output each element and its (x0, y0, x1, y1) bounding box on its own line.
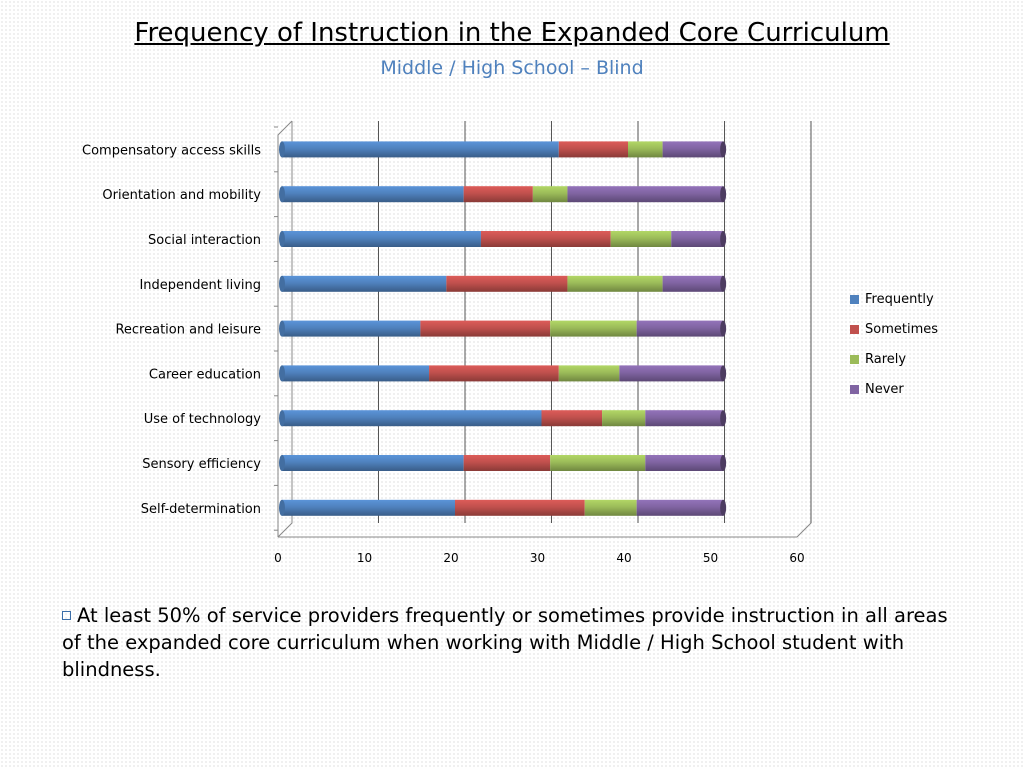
legend-label: Rarely (865, 351, 907, 367)
bar-right-cap (720, 231, 727, 247)
y-category-label: Career education (149, 367, 261, 382)
legend-label: Sometimes (865, 321, 939, 337)
x-tick-label: 20 (443, 551, 458, 565)
y-category-label: Independent living (139, 278, 261, 293)
bar-segment-frequently (282, 499, 455, 516)
bar-left-cap (279, 275, 285, 292)
bar-left-cap (279, 320, 285, 337)
bar-right-cap (720, 365, 727, 382)
bar-left-cap (279, 365, 285, 382)
bar-segment-rarely (558, 365, 620, 382)
y-category-label: Use of technology (144, 412, 262, 427)
x-tick-label: 50 (703, 551, 718, 565)
legend-item: Frequently (850, 284, 938, 314)
x-tick-label: 0 (274, 551, 282, 565)
legend-item: Rarely (850, 344, 938, 374)
y-category-label: Orientation and mobility (102, 188, 261, 203)
bar-left-cap (279, 141, 285, 158)
bar-segment-never (636, 499, 724, 516)
bar-segment-rarely (602, 410, 646, 427)
bar-segment-never (645, 410, 724, 427)
legend-swatch (850, 294, 859, 304)
y-category-label: Social interaction (148, 233, 261, 248)
bar-segment-rarely (584, 499, 637, 516)
y-category-label: Self-determination (141, 502, 261, 517)
bar-right-cap (720, 499, 727, 516)
bar-segment-frequently (282, 141, 559, 158)
bar-segment-never (671, 231, 724, 247)
y-category-label: Recreation and leisure (115, 323, 261, 338)
bar-segment-sometimes (446, 275, 568, 292)
bar-right-cap (720, 320, 727, 337)
chart-left-edge (277, 120, 293, 537)
bar-left-cap (279, 410, 285, 427)
bar-right-cap (720, 141, 727, 158)
bar-left-cap (279, 499, 285, 516)
bar-left-cap (279, 186, 285, 203)
x-tick-label: 40 (616, 551, 631, 565)
legend-swatch (850, 324, 859, 334)
bar-segment-frequently (282, 365, 430, 382)
legend-item: Sometimes (850, 314, 938, 344)
legend-swatch (850, 354, 859, 364)
bar-segment-frequently (282, 320, 421, 337)
legend-label: Frequently (865, 291, 934, 307)
chart-legend: Frequently Sometimes Rarely Never (850, 284, 938, 404)
bar-segment-frequently (282, 410, 542, 427)
bar-segment-never (567, 186, 724, 203)
bar-segment-sometimes (420, 320, 551, 337)
square-bullet-icon (62, 611, 71, 620)
bar-segment-rarely (550, 455, 646, 471)
bar-segment-rarely (532, 186, 568, 203)
bar-segment-sometimes (480, 231, 611, 247)
x-tick-label: 30 (530, 551, 545, 565)
bar-right-cap (720, 275, 727, 292)
bar-segment-never (662, 141, 724, 158)
bar-segment-rarely (628, 141, 663, 158)
bar-segment-frequently (282, 455, 464, 471)
bar-segment-sometimes (463, 455, 551, 471)
slide-subtitle: Middle / High School – Blind (380, 57, 644, 79)
bar-segment-sometimes (455, 499, 585, 516)
bar-segment-rarely (567, 275, 663, 292)
legend-item: Never (850, 374, 938, 404)
bar-left-cap (279, 231, 285, 247)
bar-right-cap (720, 186, 727, 203)
bar-segment-sometimes (558, 141, 628, 158)
bar-segment-frequently (282, 231, 481, 247)
bar-segment-never (636, 320, 724, 337)
y-category-label: Compensatory access skills (82, 143, 261, 158)
x-tick-label: 60 (789, 551, 804, 565)
bar-segment-never (662, 275, 724, 292)
bullet-point: At least 50% of service providers freque… (62, 602, 952, 683)
bar-right-cap (720, 410, 727, 427)
legend-swatch (850, 384, 859, 394)
bar-right-cap (720, 455, 727, 471)
bar-segment-sometimes (463, 186, 533, 203)
bar-segment-rarely (550, 320, 637, 337)
legend-label: Never (865, 381, 904, 397)
chart-side-wall (277, 121, 293, 538)
bar-segment-never (645, 455, 724, 471)
chart-right-edge (796, 121, 812, 538)
stacked-bar-chart: 0 10 20 30 40 50 60 Compensatory access skills O… (82, 120, 812, 565)
bar-segment-frequently (282, 186, 464, 203)
x-tick-label: 10 (357, 551, 372, 565)
bar-segment-sometimes (541, 410, 603, 427)
slide-title: Frequency of Instruction in the Expanded… (134, 18, 890, 48)
bullet-text: At least 50% of service providers freque… (62, 604, 948, 681)
bar-segment-rarely (610, 231, 672, 247)
bar-segment-frequently (282, 275, 447, 292)
bar-segment-sometimes (429, 365, 559, 382)
bar-segment-never (619, 365, 724, 382)
y-category-label: Sensory efficiency (142, 457, 261, 472)
bar-left-cap (279, 455, 285, 471)
